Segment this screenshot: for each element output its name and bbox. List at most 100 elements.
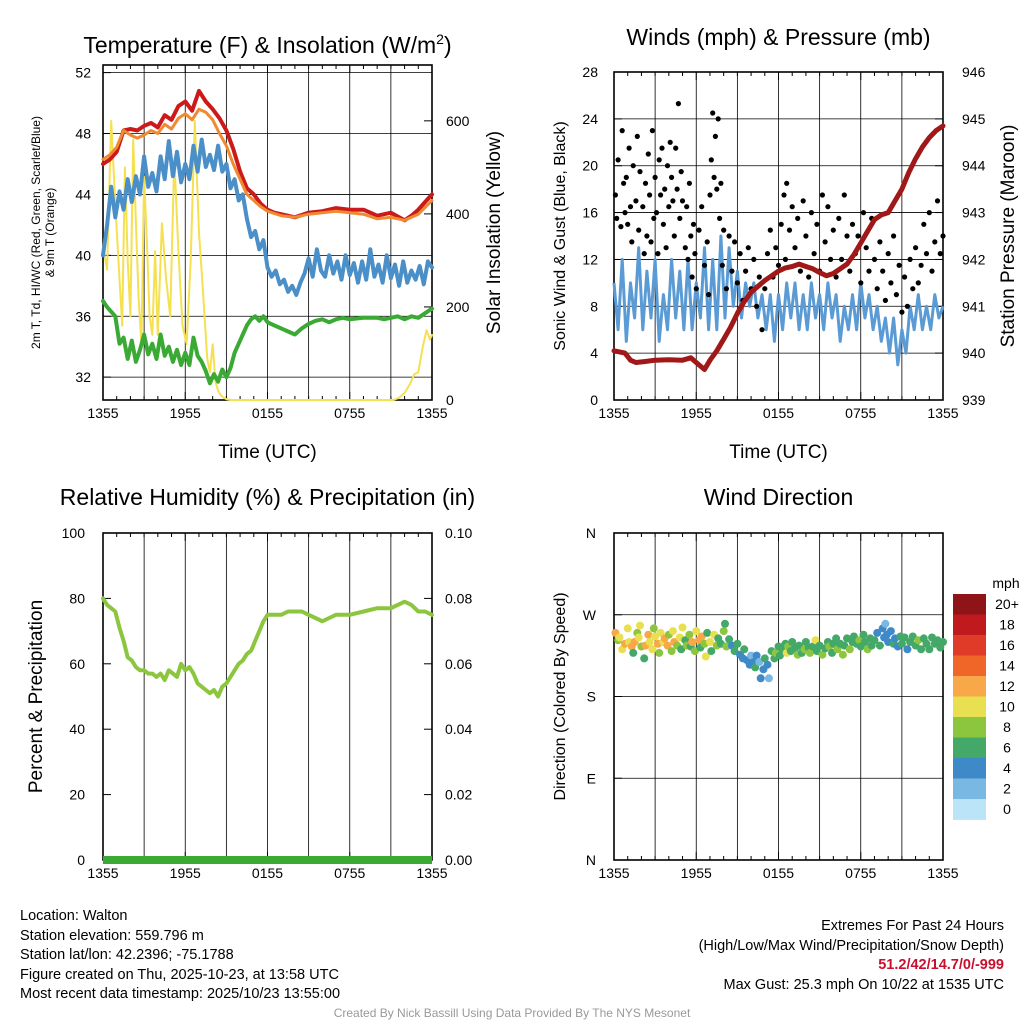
y-tick-label-right: 0.06 [445, 656, 472, 672]
direction-point [719, 627, 728, 636]
gust-point [696, 227, 702, 233]
extremes-values: 51.2/42/14.7/0/-999 [878, 957, 1004, 973]
gust-point [649, 128, 656, 134]
y-tick-label-left: 52 [75, 65, 91, 81]
gust-point [762, 286, 768, 292]
gust-point [712, 133, 719, 139]
y-tick-label-left: 44 [75, 186, 91, 202]
direction-point [721, 619, 729, 628]
gust-point [701, 262, 708, 268]
gust-point [841, 192, 847, 198]
direction-point [788, 638, 797, 646]
gust-point [828, 256, 834, 262]
gust-point [937, 251, 943, 257]
colorbar-label: 0 [1003, 801, 1011, 817]
x-axis-label: Time (UTC) [729, 442, 828, 463]
series-9m-temperature [101, 107, 434, 222]
colorbar-label: 14 [999, 658, 1015, 674]
gust-point [811, 251, 817, 257]
gust-point [630, 163, 636, 169]
colorbar-label: 10 [999, 699, 1015, 715]
gust-point [902, 274, 908, 280]
direction-point [747, 651, 756, 660]
y-tick-label-right: 0.00 [445, 852, 472, 868]
series-relative-humidity [101, 596, 434, 699]
direction-point [655, 648, 664, 657]
recent-text: Most recent data timestamp: 2025/10/23 1… [20, 986, 341, 1002]
gust-point [719, 262, 725, 268]
direction-point [760, 654, 769, 663]
elevation-text: Station elevation: 559.796 m [20, 927, 204, 944]
gust-point [825, 204, 831, 210]
latlon-text: Station lat/lon: 42.2396; -75.1788 [20, 947, 234, 963]
title-sup: 2 [436, 31, 444, 47]
gust-point [800, 198, 806, 204]
gust-point [863, 245, 869, 251]
gust-point [633, 198, 639, 204]
direction-point [763, 660, 772, 669]
gust-point [648, 239, 654, 245]
colorbar-swatch [953, 614, 986, 636]
gust-point [623, 174, 629, 180]
colorbar-swatch [953, 655, 986, 677]
direction-point [900, 633, 909, 642]
max-gust-text: Max Gust: 25.3 mph On 10/22 at 1535 UTC [723, 976, 1004, 993]
y-tick-label-left: 12 [582, 251, 598, 267]
gust-point [707, 192, 713, 198]
colorbar-label: 8 [1003, 719, 1011, 735]
y-tick-label-left: E [587, 770, 596, 786]
y-tick-label-right: 945 [962, 111, 986, 127]
gust-point [782, 256, 789, 262]
gust-point [932, 239, 938, 245]
gust-point [699, 204, 705, 210]
gust-point [775, 262, 782, 268]
x-tick-label: 1955 [681, 865, 712, 881]
gust-point [641, 251, 647, 257]
colorbar-swatch [953, 717, 986, 738]
gust-point [626, 145, 632, 151]
y-tick-label-left: 40 [69, 721, 85, 737]
y-tick-label-right: 940 [962, 345, 986, 361]
colorbar-swatch [953, 594, 986, 615]
series-wind-chill [101, 137, 434, 297]
direction-point [667, 647, 676, 656]
direction-point [725, 635, 734, 644]
gust-point [756, 274, 762, 280]
direction-point [636, 621, 644, 630]
y-tick-label-left: 20 [582, 158, 598, 174]
gust-point [751, 256, 757, 262]
gust-point [786, 227, 793, 233]
y-tick-label-left: 4 [590, 345, 598, 361]
direction-point [775, 651, 784, 660]
y-tick-label-left: 100 [62, 525, 86, 541]
direction-point [806, 648, 814, 657]
gust-point [819, 192, 826, 198]
y-axis-label-left: Percent & Precipitation [26, 600, 47, 793]
gust-point [877, 239, 883, 245]
y-tick-label-left: 40 [75, 247, 91, 263]
gust-point [618, 224, 624, 230]
y-tick-label-left: 0 [77, 852, 85, 868]
x-axis-label: Time (UTC) [218, 442, 317, 463]
direction-point [656, 628, 665, 637]
gust-point [717, 215, 723, 221]
x-tick-label: 1355 [927, 865, 958, 881]
y-tick-label-left: 36 [75, 308, 91, 324]
created-text: Figure created on Thu, 2025-10-23, at 13… [20, 966, 339, 983]
gust-point [773, 245, 779, 251]
gust-point [871, 256, 878, 262]
gust-point [710, 110, 716, 116]
gust-point [896, 262, 902, 268]
gust-point [614, 215, 620, 221]
direction-point [634, 633, 643, 642]
colorbar-label: 16 [999, 637, 1015, 653]
colorbar-label: 12 [999, 678, 1015, 694]
x-tick-label: 0755 [845, 405, 876, 421]
gust-point [866, 268, 872, 274]
direction-point [663, 641, 672, 650]
y-axis-label-left: & 9m T (Orange) [43, 188, 57, 278]
x-tick-label: 0155 [763, 405, 794, 421]
x-tick-label: 1955 [170, 865, 201, 881]
direction-point [903, 645, 912, 654]
extremes-subtitle: (High/Low/Max Wind/Precipitation/Snow De… [698, 937, 1004, 954]
